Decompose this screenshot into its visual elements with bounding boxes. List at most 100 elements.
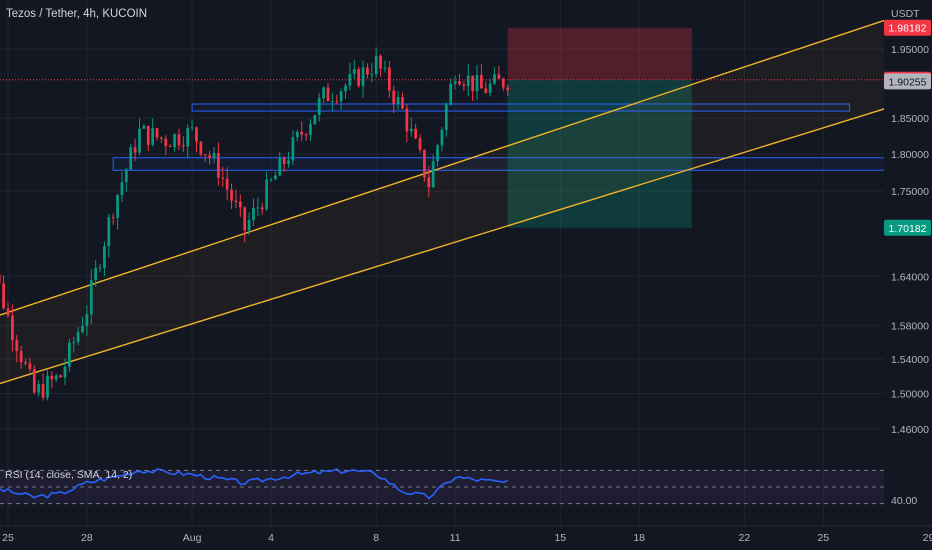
candle-down <box>471 75 474 91</box>
price-tick-label: 1.54000 <box>891 354 929 366</box>
horizontal-zones[interactable] <box>112 103 929 171</box>
candle-down <box>225 178 229 190</box>
candle-up <box>269 179 273 181</box>
candle-up <box>409 128 413 132</box>
price-badge <box>884 73 931 90</box>
candle-down <box>2 283 5 309</box>
candle-down <box>11 315 14 341</box>
candle-down <box>401 97 404 109</box>
candle-down <box>208 155 211 158</box>
support-zone[interactable] <box>191 103 851 112</box>
candle-up <box>331 101 334 103</box>
currency-label: USDT <box>891 8 920 20</box>
candle-down <box>418 138 422 150</box>
ascending-channel[interactable] <box>0 0 932 389</box>
candle-down <box>15 340 19 352</box>
candle-up <box>68 342 71 367</box>
candle-up <box>317 98 321 116</box>
candle-down <box>230 189 233 201</box>
candle-up <box>63 366 67 378</box>
time-axis[interactable] <box>0 526 932 550</box>
candle-up <box>309 124 312 136</box>
candle-up <box>98 267 102 269</box>
candle-down <box>458 81 461 85</box>
channel-upper-line[interactable] <box>0 0 932 321</box>
price-tick-label: 1.64000 <box>891 271 929 283</box>
channel-lower-line[interactable] <box>0 63 932 390</box>
candle-up <box>440 129 444 146</box>
price-tick-label: 1.75000 <box>891 186 929 198</box>
stop-loss-area[interactable] <box>507 27 692 80</box>
candle-down <box>282 157 286 165</box>
time-tick-label: 4 <box>268 532 274 544</box>
candle-up <box>107 217 111 247</box>
candle-down <box>243 207 247 231</box>
candle-down <box>217 153 220 178</box>
candle-up <box>488 83 492 93</box>
candle-up <box>120 182 124 195</box>
time-tick-label: 25 <box>2 532 14 544</box>
candle-up <box>116 194 119 218</box>
candle-down <box>387 67 391 91</box>
candle-up <box>361 67 365 87</box>
candle-down <box>423 149 426 178</box>
candle-up <box>295 131 299 138</box>
candle-down <box>480 74 483 89</box>
candle-up <box>383 67 387 69</box>
candle-up <box>475 74 479 91</box>
candle-down <box>427 177 431 188</box>
price-tick-label: 1.95000 <box>891 44 929 56</box>
candle-down <box>32 369 36 393</box>
candle-up <box>444 104 448 130</box>
time-tick-label: 18 <box>633 532 645 544</box>
candle-down <box>59 375 62 378</box>
candle-up <box>278 157 282 176</box>
rsi-pane <box>0 467 884 505</box>
candle-down <box>414 128 418 139</box>
candle-down <box>155 128 159 138</box>
time-tick-label: 8 <box>373 532 379 544</box>
candle-down <box>357 69 361 87</box>
time-axis-ticks: 2528Aug48111518222529Sep <box>2 532 932 544</box>
candle-down <box>133 147 137 153</box>
candle-down <box>6 308 10 316</box>
price-tick-label: 1.85000 <box>891 113 929 125</box>
candle-up <box>453 81 457 84</box>
price-badge-label: 1.70182 <box>889 223 927 235</box>
candle-up <box>103 246 106 268</box>
candle-up <box>493 74 496 84</box>
candle-up <box>370 74 374 76</box>
candle-up <box>142 125 146 129</box>
price-tick-label: 1.80000 <box>891 149 929 161</box>
candle-down <box>497 74 501 79</box>
candle-up <box>274 175 277 180</box>
candle-up <box>76 331 80 343</box>
time-tick-label: 29 <box>923 532 932 544</box>
candle-up <box>72 342 76 344</box>
candle-down <box>501 78 505 88</box>
candle-up <box>151 128 155 145</box>
candle-up <box>291 137 295 161</box>
candle-down <box>50 375 54 380</box>
channel-fill <box>0 4 932 384</box>
time-tick-label: 22 <box>739 532 751 544</box>
time-tick-label: 15 <box>554 532 566 544</box>
time-tick-label: 28 <box>81 532 93 544</box>
candle-up <box>352 69 356 74</box>
price-badge-label: 1.98182 <box>889 23 927 35</box>
candle-down <box>335 101 339 103</box>
candle-up <box>85 314 89 326</box>
candle-up <box>252 207 255 221</box>
candle-down <box>28 363 32 370</box>
candle-up <box>138 128 141 153</box>
candle-down <box>181 145 185 147</box>
candle-down <box>462 84 466 86</box>
candle-down <box>260 207 264 210</box>
candle-down <box>164 138 168 146</box>
candle-down <box>234 200 238 202</box>
candle-up <box>256 207 260 209</box>
candle-up <box>54 375 58 380</box>
candle-down <box>0 274 1 284</box>
